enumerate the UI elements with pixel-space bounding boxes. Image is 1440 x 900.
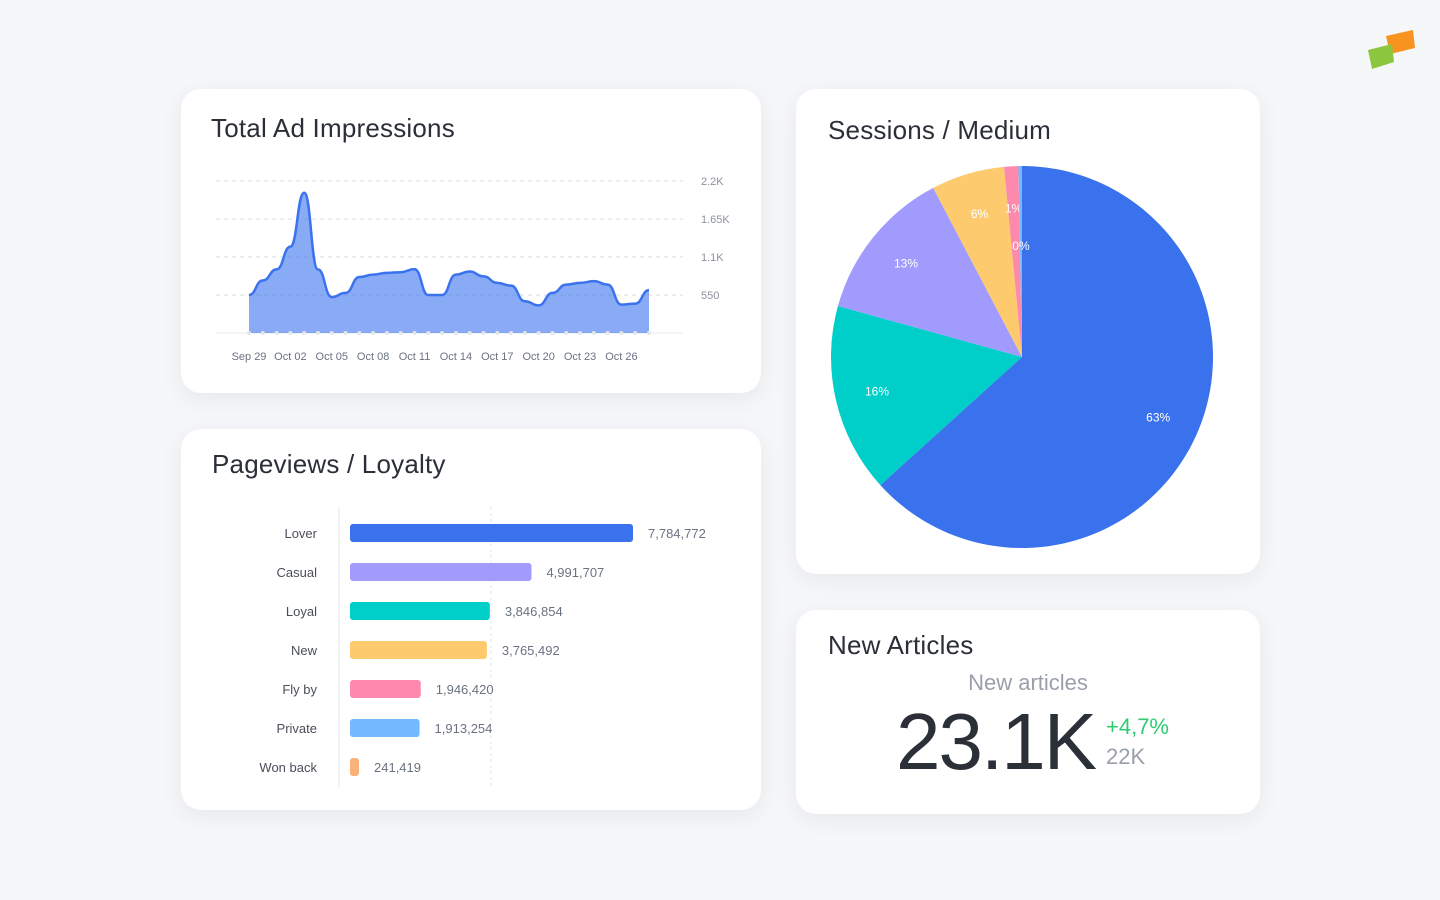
- data-point: [605, 331, 610, 335]
- articles-change: +4,7%: [1106, 714, 1169, 739]
- area-line: [248, 191, 650, 307]
- value-label: 3,846,854: [505, 604, 563, 619]
- data-point: [647, 331, 651, 335]
- articles-card: New Articles New articles 23.1K +4,7% 22…: [796, 610, 1260, 814]
- x-tick-label: Oct 17: [481, 351, 513, 363]
- bar: [350, 563, 532, 581]
- data-point: [398, 331, 403, 335]
- data-point: [619, 331, 624, 335]
- bar: [350, 524, 633, 542]
- sessions-card: Sessions / Medium 63% 16% 13% 6% 1% 0%: [796, 89, 1260, 574]
- data-point: [315, 331, 320, 335]
- data-point: [536, 331, 541, 335]
- pie-slice: [1018, 166, 1022, 357]
- articles-title: New Articles: [828, 630, 974, 660]
- data-point: [343, 331, 348, 335]
- y-tick-label: 2.2K: [701, 176, 724, 188]
- y-tick-label: 550: [701, 290, 719, 302]
- value-label: 1,913,254: [435, 721, 493, 736]
- data-point: [412, 331, 417, 335]
- data-point: [288, 331, 293, 335]
- bar: [350, 602, 490, 620]
- x-tick-label: Oct 14: [440, 351, 472, 363]
- data-point: [564, 331, 569, 335]
- bar: [350, 641, 487, 659]
- sessions-title: Sessions / Medium: [828, 115, 1052, 145]
- category-label: Lover: [284, 526, 317, 541]
- value-label: 4,991,707: [546, 565, 604, 580]
- pie-slice: [1004, 166, 1022, 357]
- data-point: [495, 331, 500, 335]
- data-point: [426, 331, 431, 335]
- pageviews-title: Pageviews / Loyalty: [212, 449, 446, 479]
- data-point: [550, 331, 555, 335]
- category-label: Won back: [259, 760, 317, 775]
- x-tick-label: Oct 11: [399, 351, 431, 363]
- data-point: [633, 331, 638, 335]
- pie-slice: [880, 166, 1213, 548]
- bar: [350, 719, 420, 737]
- sessions-chart: 63% 16% 13% 6% 1% 0%: [831, 166, 1213, 548]
- impressions-card: Total Ad Impressions 550 1.1K 1.65K 2.2K Sep…: [181, 89, 761, 393]
- pageviews-card: Pageviews / Loyalty Lover 7,784,772 Casual…: [181, 429, 761, 810]
- x-tick-label: Oct 26: [605, 351, 637, 363]
- data-point: [274, 331, 279, 335]
- x-tick-label: Sep 29: [232, 351, 267, 363]
- category-label: Casual: [277, 565, 318, 580]
- articles-value: 23.1K: [896, 697, 1097, 786]
- x-tick-label: Oct 02: [274, 351, 306, 363]
- slice-label: 16%: [865, 384, 889, 398]
- data-point: [440, 331, 445, 335]
- data-point: [357, 331, 362, 335]
- data-point: [591, 331, 596, 335]
- data-point: [481, 331, 486, 335]
- category-label: New: [291, 643, 318, 658]
- value-label: 241,419: [374, 760, 421, 775]
- data-point: [247, 331, 251, 335]
- logo: [1366, 26, 1418, 72]
- x-tick-label: Oct 05: [316, 351, 348, 363]
- category-label: Private: [277, 721, 317, 736]
- slice-label: 63%: [1146, 410, 1170, 424]
- data-point: [260, 331, 265, 335]
- data-point: [578, 331, 583, 335]
- data-point: [329, 331, 334, 335]
- pie-slice: [933, 166, 1022, 357]
- x-tick-label: Oct 08: [357, 351, 389, 363]
- data-point: [509, 331, 514, 335]
- logo-icon: [1368, 30, 1415, 69]
- bar: [350, 680, 421, 698]
- value-label: 1,946,420: [436, 682, 494, 697]
- data-point: [384, 331, 389, 335]
- bar: [350, 758, 359, 776]
- category-label: Loyal: [286, 604, 317, 619]
- impressions-title: Total Ad Impressions: [211, 113, 455, 143]
- area-fill: [249, 192, 649, 333]
- data-point: [522, 331, 527, 335]
- slice-label: 0%: [1012, 239, 1030, 253]
- data-point: [371, 331, 376, 335]
- category-label: Fly by: [282, 682, 317, 697]
- value-label: 3,765,492: [502, 643, 560, 658]
- y-tick-label: 1.1K: [701, 252, 724, 264]
- pie-slice: [837, 187, 1022, 357]
- x-tick-label: Oct 23: [564, 351, 596, 363]
- impressions-chart: 550 1.1K 1.65K 2.2K Sep 29 Oct 02 Oct 05 Oct 08…: [216, 176, 730, 363]
- articles-label: New articles: [968, 670, 1088, 695]
- slice-label: 6%: [971, 207, 989, 221]
- data-point: [302, 331, 307, 335]
- data-point: [453, 331, 458, 335]
- articles-previous: 22K: [1106, 744, 1146, 769]
- slice-label: 13%: [894, 256, 918, 270]
- x-tick-label: Oct 20: [522, 351, 554, 363]
- value-label: 7,784,772: [648, 526, 706, 541]
- pageviews-chart: Lover 7,784,772 Casual 4,991,707 Loyal 3,846,…: [259, 507, 706, 787]
- data-point: [467, 331, 472, 335]
- slice-label: 1%: [1005, 201, 1023, 215]
- pie-slice: [831, 306, 1022, 486]
- y-tick-label: 1.65K: [701, 214, 730, 226]
